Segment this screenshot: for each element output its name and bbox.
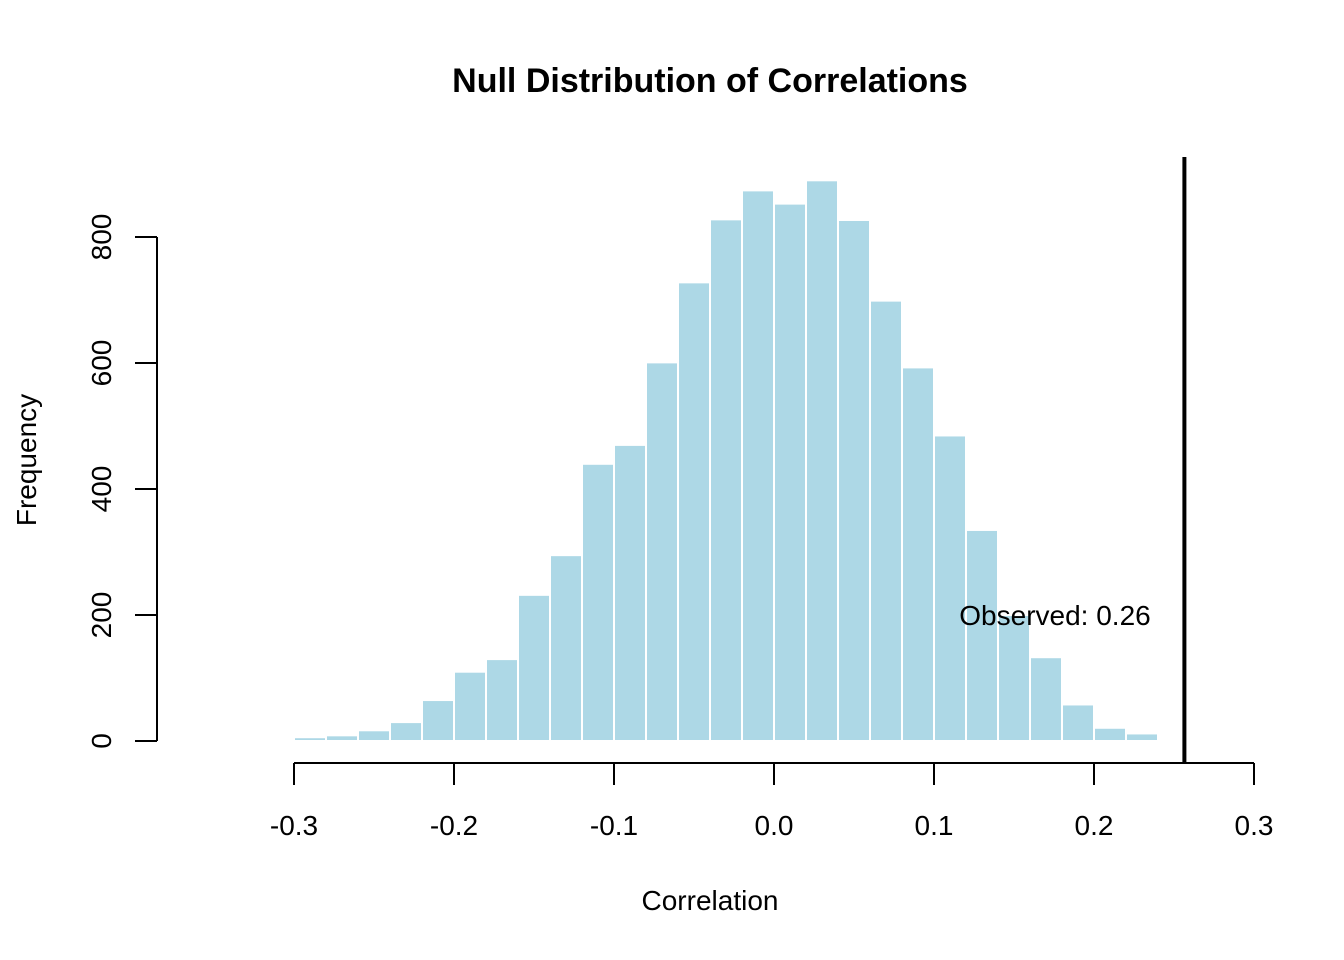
observed-value-label: Observed: 0.26: [959, 600, 1150, 631]
histogram-bar-11: [645, 361, 679, 742]
histogram-bar-21: [965, 528, 999, 743]
histogram-bars: [293, 179, 1159, 743]
y-axis: 0 200 400 600 800: [86, 214, 158, 749]
histogram-bar-2: [357, 729, 391, 742]
y-tick-label-2: 400: [86, 466, 117, 513]
x-tick-label-0: -0.3: [270, 810, 318, 841]
histogram-bar-4: [421, 699, 455, 742]
x-tick-label-6: 0.3: [1235, 810, 1274, 841]
histogram-bar-22: [997, 614, 1031, 742]
histogram-bar-10: [613, 443, 647, 742]
histogram-bar-3: [389, 721, 423, 742]
x-axis-title: Correlation: [642, 885, 779, 916]
y-tick-label-1: 200: [86, 592, 117, 639]
x-tick-label-1: -0.2: [430, 810, 478, 841]
chart-title: Null Distribution of Correlations: [452, 62, 968, 100]
histogram-bar-7: [517, 593, 551, 743]
x-axis: -0.3 -0.2 -0.1 0.0 0.1 0.2 0.3: [270, 762, 1274, 841]
y-tick-label-0: 0: [86, 733, 117, 749]
histogram-bar-0: [293, 736, 327, 742]
histogram-bar-25: [1093, 726, 1127, 743]
histogram-bar-15: [773, 202, 807, 743]
y-tick-label-3: 600: [86, 340, 117, 387]
histogram-bar-12: [677, 281, 711, 742]
histogram-bar-18: [869, 299, 903, 742]
y-axis-title: Frequency: [11, 394, 42, 526]
histogram-bar-9: [581, 462, 615, 742]
histogram-bar-19: [901, 366, 935, 742]
histogram-bar-13: [709, 218, 743, 743]
histogram-bar-26: [1125, 732, 1159, 743]
histogram-bar-20: [933, 434, 967, 742]
y-tick-label-4: 800: [86, 214, 117, 261]
histogram-bar-24: [1061, 703, 1095, 743]
histogram-bar-23: [1029, 656, 1063, 743]
histogram-bar-17: [837, 218, 871, 743]
histogram-bar-8: [549, 554, 583, 743]
x-tick-label-3: 0.0: [755, 810, 794, 841]
x-tick-label-2: -0.1: [590, 810, 638, 841]
histogram-bar-16: [805, 179, 839, 743]
histogram-bar-6: [485, 658, 519, 742]
x-tick-label-5: 0.2: [1075, 810, 1114, 841]
x-tick-label-4: 0.1: [915, 810, 954, 841]
histogram-bar-5: [453, 670, 487, 743]
histogram-bar-1: [325, 734, 359, 743]
histogram-bar-14: [741, 189, 775, 742]
